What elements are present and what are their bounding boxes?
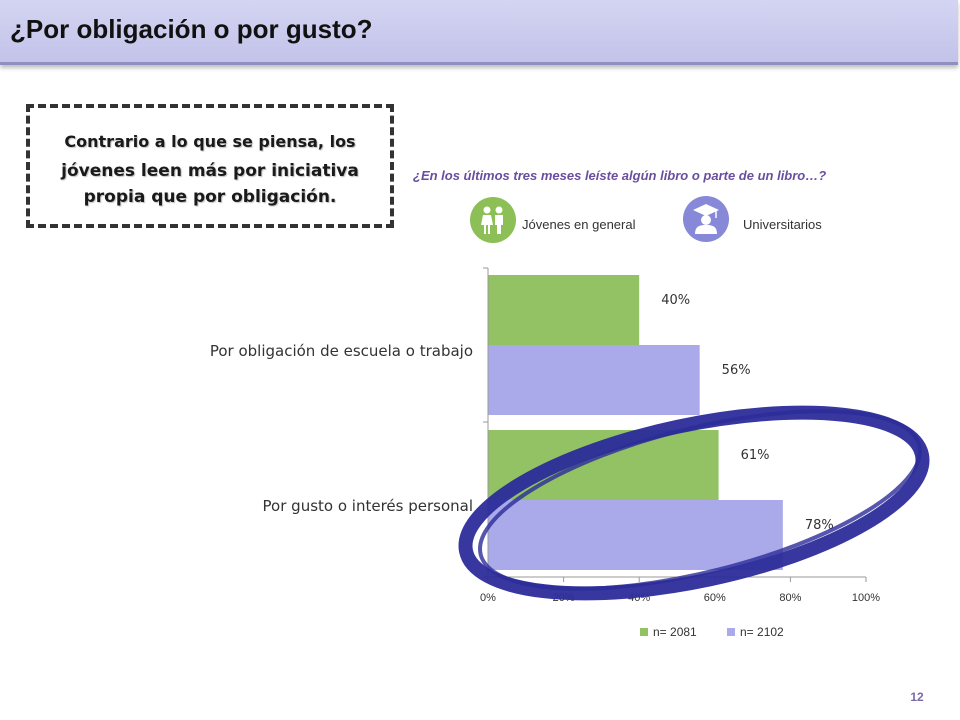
- x-tick-label-5: 100%: [852, 592, 880, 604]
- data-label-1-1: 78%: [805, 518, 834, 533]
- data-label-0-1: 56%: [722, 363, 751, 378]
- title-bar: ¿Por obligación o por gusto?: [0, 0, 958, 65]
- x-tick-label-3: 60%: [704, 592, 726, 604]
- group-university-label: Universitarios: [743, 217, 822, 232]
- group-general-label: Jóvenes en general: [522, 217, 636, 232]
- legend-swatch-0: [640, 628, 648, 636]
- highlight-ellipse: [458, 405, 930, 601]
- data-label-0-0: 40%: [661, 293, 690, 308]
- bar-0-1: [488, 345, 700, 415]
- bar-0-0: [488, 275, 640, 345]
- callout-line-2: jóvenes leen más por iniciativa propia q…: [61, 161, 359, 207]
- x-tick-label-0: 0%: [480, 592, 496, 604]
- legend-label-1: n= 2102: [740, 625, 784, 639]
- young-couple-icon: [470, 197, 516, 243]
- category-label-1: Por gusto o interés personal: [263, 497, 473, 515]
- survey-question: ¿En los últimos tres meses leíste algún …: [413, 168, 827, 183]
- legend-label-0: n= 2081: [653, 625, 697, 639]
- data-label-1-0: 61%: [741, 448, 770, 463]
- category-label-0: Por obligación de escuela o trabajo: [210, 342, 473, 360]
- page-title: ¿Por obligación o por gusto?: [10, 14, 373, 44]
- x-tick-label-4: 80%: [779, 592, 801, 604]
- graduate-icon: [683, 196, 729, 242]
- bar-1-1: [488, 500, 783, 570]
- callout-box: Contrario a lo que se piensa, los jóvene…: [26, 104, 394, 228]
- page-number: 12: [910, 690, 924, 704]
- callout-line-1: Contrario a lo que se piensa, los: [64, 132, 356, 151]
- highlight-ellipse-stroke: [478, 409, 922, 591]
- legend-swatch-1: [727, 628, 735, 636]
